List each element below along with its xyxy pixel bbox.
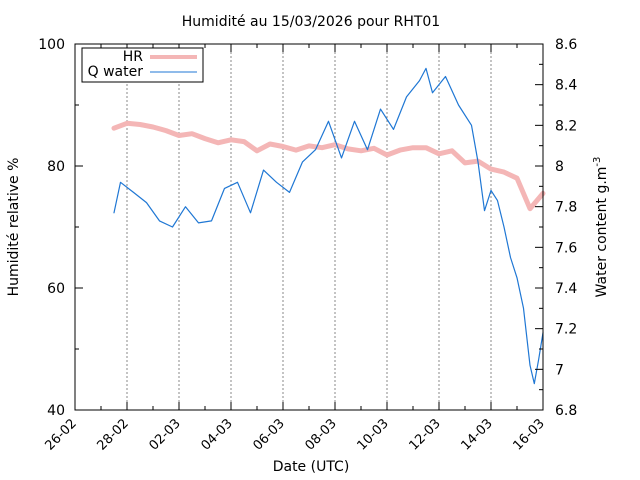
chart-title: Humidité au 15/03/2026 pour RHT01	[182, 14, 440, 30]
x-tick-label: 10-03	[355, 416, 392, 453]
x-tick-label: 02-03	[147, 416, 184, 453]
y-left-tick-label: 40	[47, 403, 65, 419]
y-right-tick-label: 8	[555, 159, 564, 175]
y-right-tick-label: 6.8	[555, 403, 577, 419]
series-line-q-water	[113, 67, 544, 385]
y-right-tick-label: 7.4	[555, 281, 577, 297]
x-tick-label: 16-03	[511, 416, 548, 453]
y-right-tick-label: 7	[555, 362, 564, 378]
y-right-tick-labels: 6.8 7 7.2 7.4 7.6 7.8 8 8.2 8.4 8.6	[555, 37, 577, 419]
grid-lines	[126, 44, 492, 410]
x-axis-label: Date (UTC)	[273, 459, 350, 475]
y-left-axis-label: Humidité relative %	[6, 158, 22, 297]
y-left-tick-label: 100	[38, 37, 65, 53]
y-right-axis-label-base: Water content g.m	[594, 167, 610, 298]
legend-box	[81, 47, 204, 83]
x-tick-label: 04-03	[199, 416, 236, 453]
x-tick-label: 08-03	[303, 416, 340, 453]
y-right-tick-label: 8.6	[555, 37, 577, 53]
x-tick-label: 12-03	[407, 416, 444, 453]
legend-label-q-water: Q water	[88, 64, 144, 80]
x-tick-label: 26-02	[43, 416, 80, 453]
y-right-axis-label: Water content g.m-3	[592, 157, 610, 298]
x-tick-label: 14-03	[459, 416, 496, 453]
y-right-tick-label: 7.6	[555, 240, 577, 256]
y-right-tick-label: 8.4	[555, 78, 577, 94]
legend-label-hr: HR	[123, 49, 144, 65]
y-right-axis-label-sup: -3	[592, 157, 603, 167]
axis-ticks	[74, 43, 544, 411]
x-tick-label: 06-03	[251, 416, 288, 453]
x-tick-labels: 26-02 28-02 02-03 04-03 06-03 08-03 10-03 12-03…	[43, 416, 548, 453]
y-right-tick-label: 8.2	[555, 118, 577, 134]
x-tick-label: 28-02	[95, 416, 132, 453]
series-layer	[111, 67, 546, 385]
y-right-tick-label: 7.2	[555, 322, 577, 338]
y-left-tick-labels: 40 60 80 100	[38, 37, 65, 419]
series-line-hr	[111, 120, 546, 212]
plot-frame	[74, 43, 544, 411]
y-right-tick-label: 7.8	[555, 200, 577, 216]
legend: HR Q water	[81, 47, 204, 83]
y-left-tick-label: 60	[47, 281, 65, 297]
y-left-tick-label: 80	[47, 159, 65, 175]
